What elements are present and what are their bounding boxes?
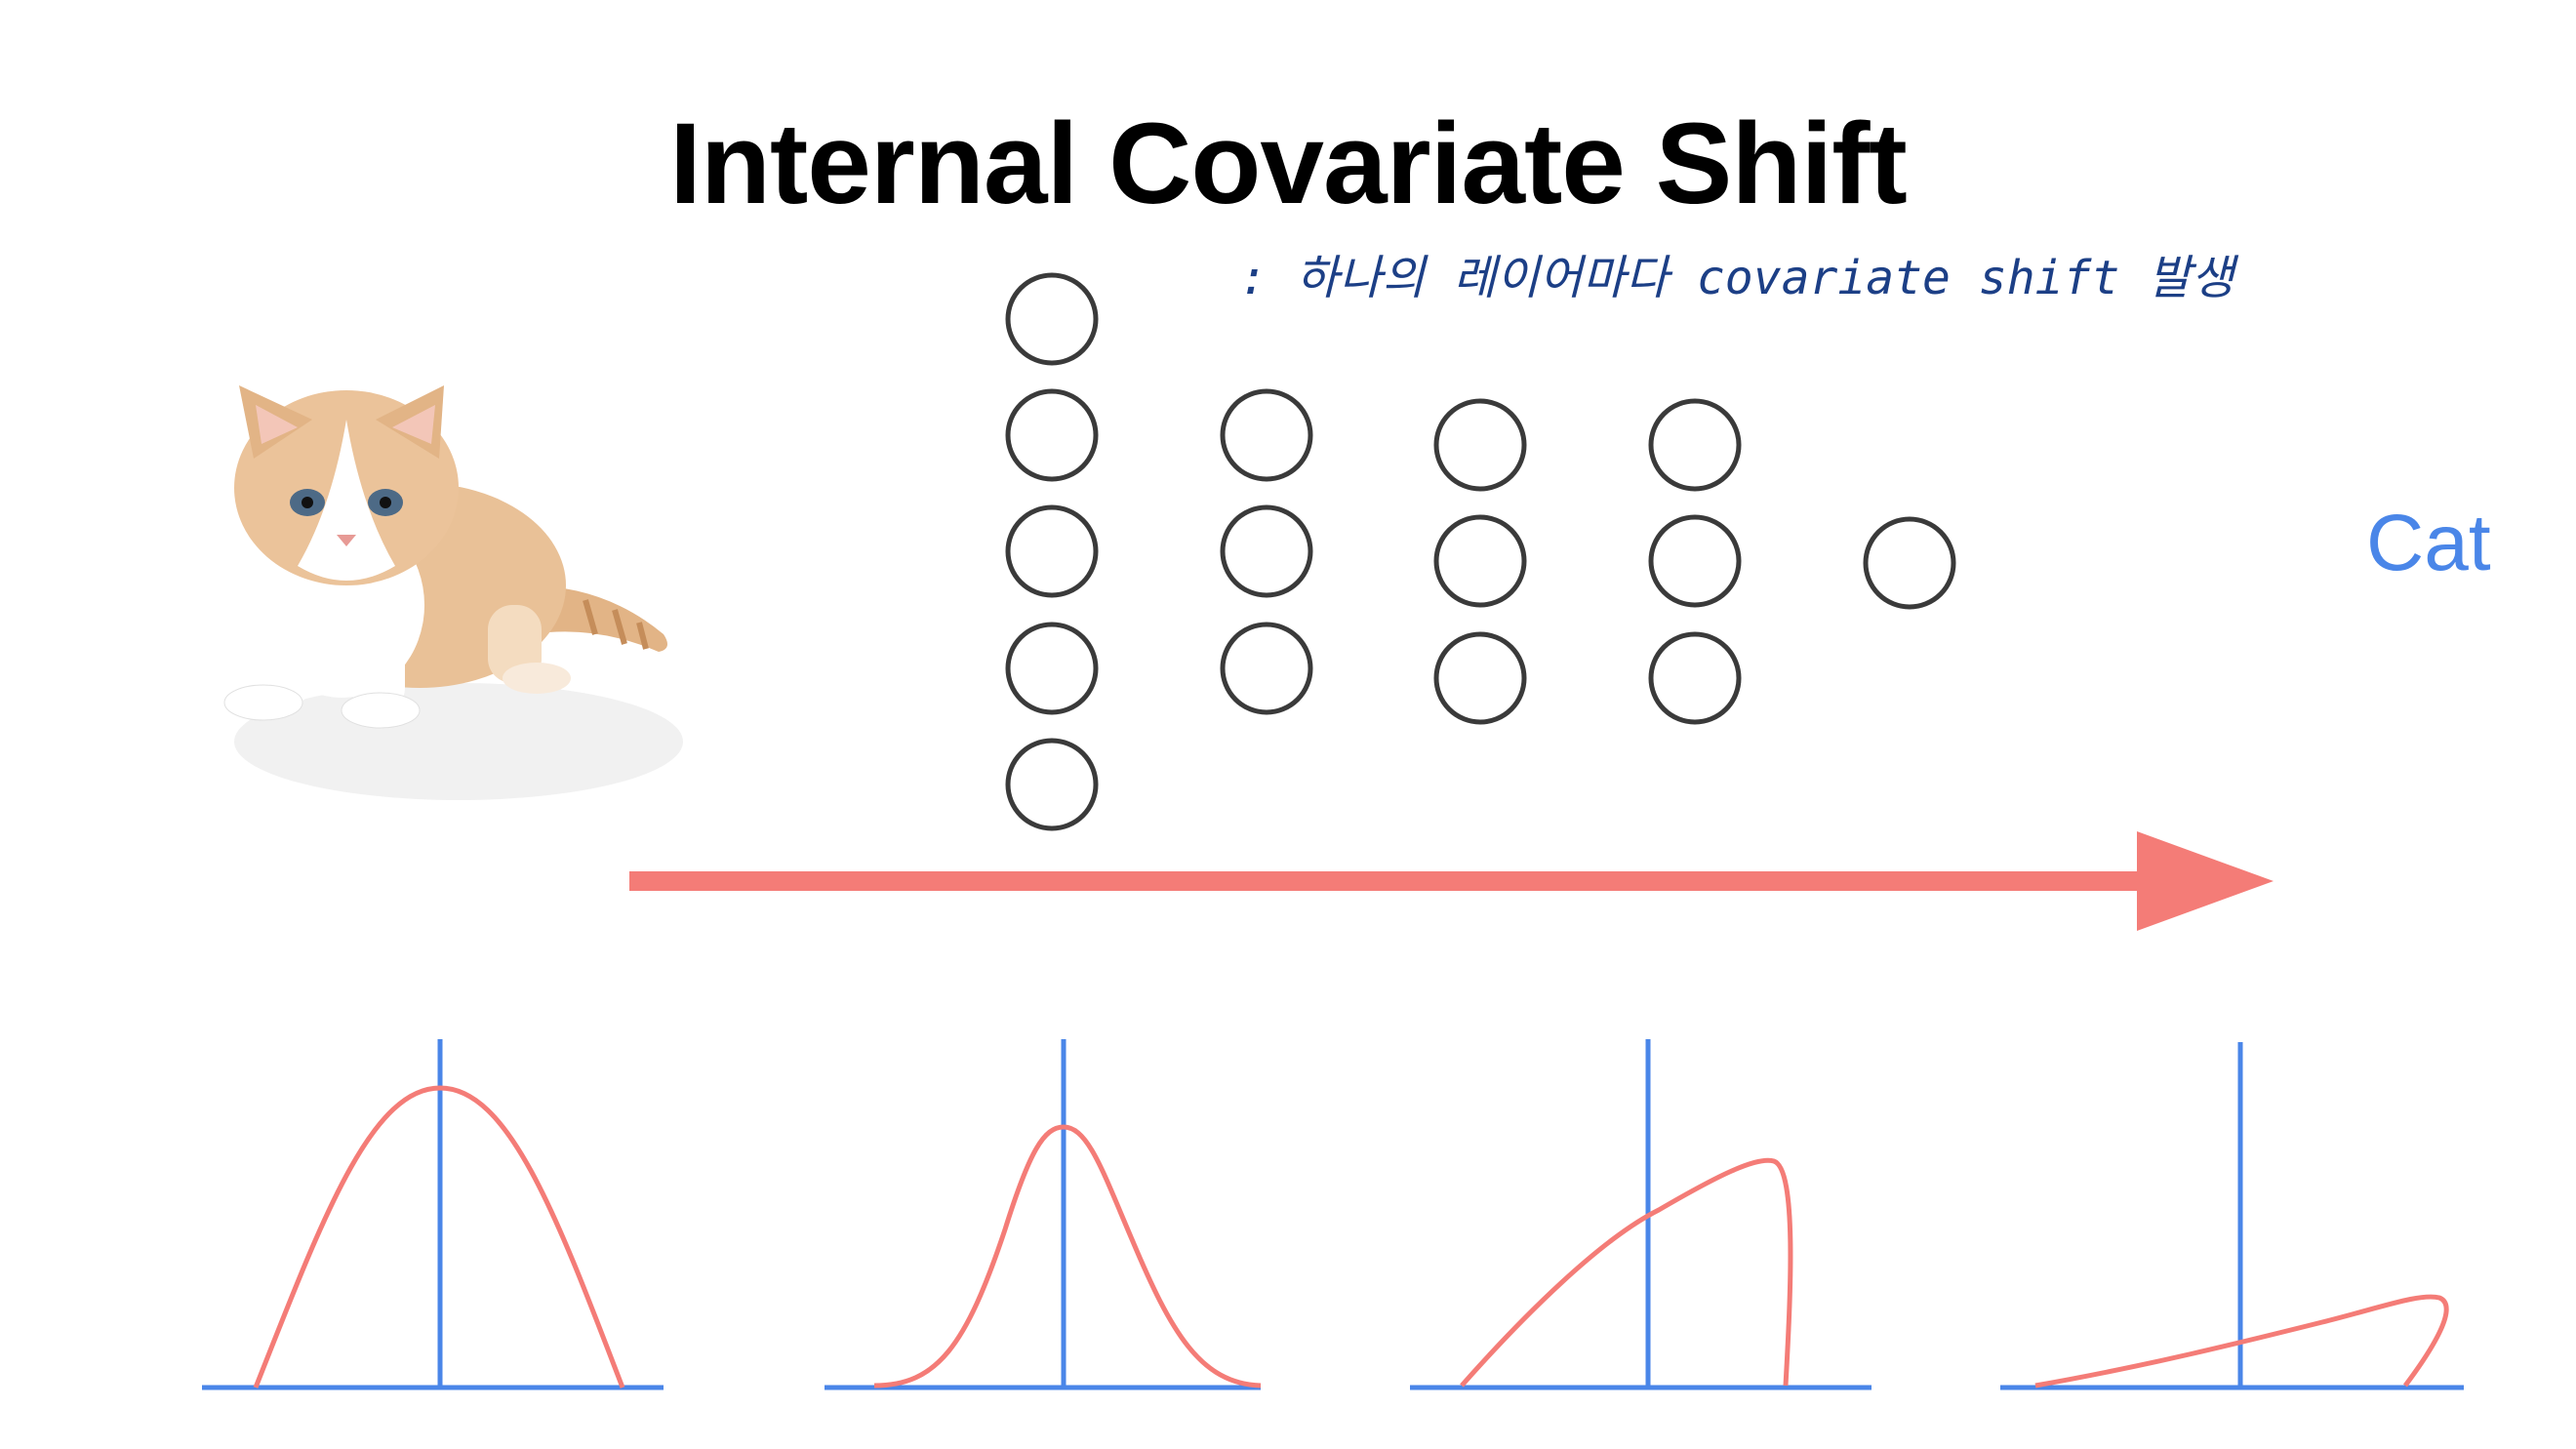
node xyxy=(1863,516,1956,610)
node xyxy=(1005,622,1099,715)
layer-hidden-2 xyxy=(1433,398,1527,725)
flow-arrow xyxy=(629,831,2274,931)
curve xyxy=(1460,1157,1793,1388)
node xyxy=(1005,504,1099,598)
node xyxy=(1220,388,1313,482)
layer-hidden-1 xyxy=(1220,388,1313,715)
node xyxy=(1433,631,1527,725)
node xyxy=(1220,504,1313,598)
node xyxy=(1005,388,1099,482)
curve xyxy=(873,1124,1262,1389)
node xyxy=(1005,272,1099,366)
layer-hidden-3 xyxy=(1648,398,1742,725)
node xyxy=(1648,631,1742,725)
distribution-4 xyxy=(2000,1042,2464,1390)
page-title: Internal Covariate Shift xyxy=(669,100,1908,228)
node xyxy=(1433,398,1527,492)
network xyxy=(1005,272,1956,831)
distribution-1 xyxy=(202,1039,664,1390)
distribution-3 xyxy=(1410,1039,1872,1390)
node xyxy=(1005,738,1099,831)
node xyxy=(1648,398,1742,492)
node xyxy=(1433,514,1527,608)
output-label: Cat xyxy=(2366,499,2491,587)
node xyxy=(1648,514,1742,608)
curve xyxy=(2034,1294,2449,1389)
curve xyxy=(253,1085,625,1389)
distribution-2 xyxy=(825,1039,1262,1390)
handwritten-note: : 하나의 레이어마다 covariate shift 발생 xyxy=(1239,251,2234,305)
kitten-image xyxy=(223,385,683,800)
layer-output xyxy=(1863,516,1956,610)
node xyxy=(1220,622,1313,715)
layer-input xyxy=(1005,272,1099,831)
